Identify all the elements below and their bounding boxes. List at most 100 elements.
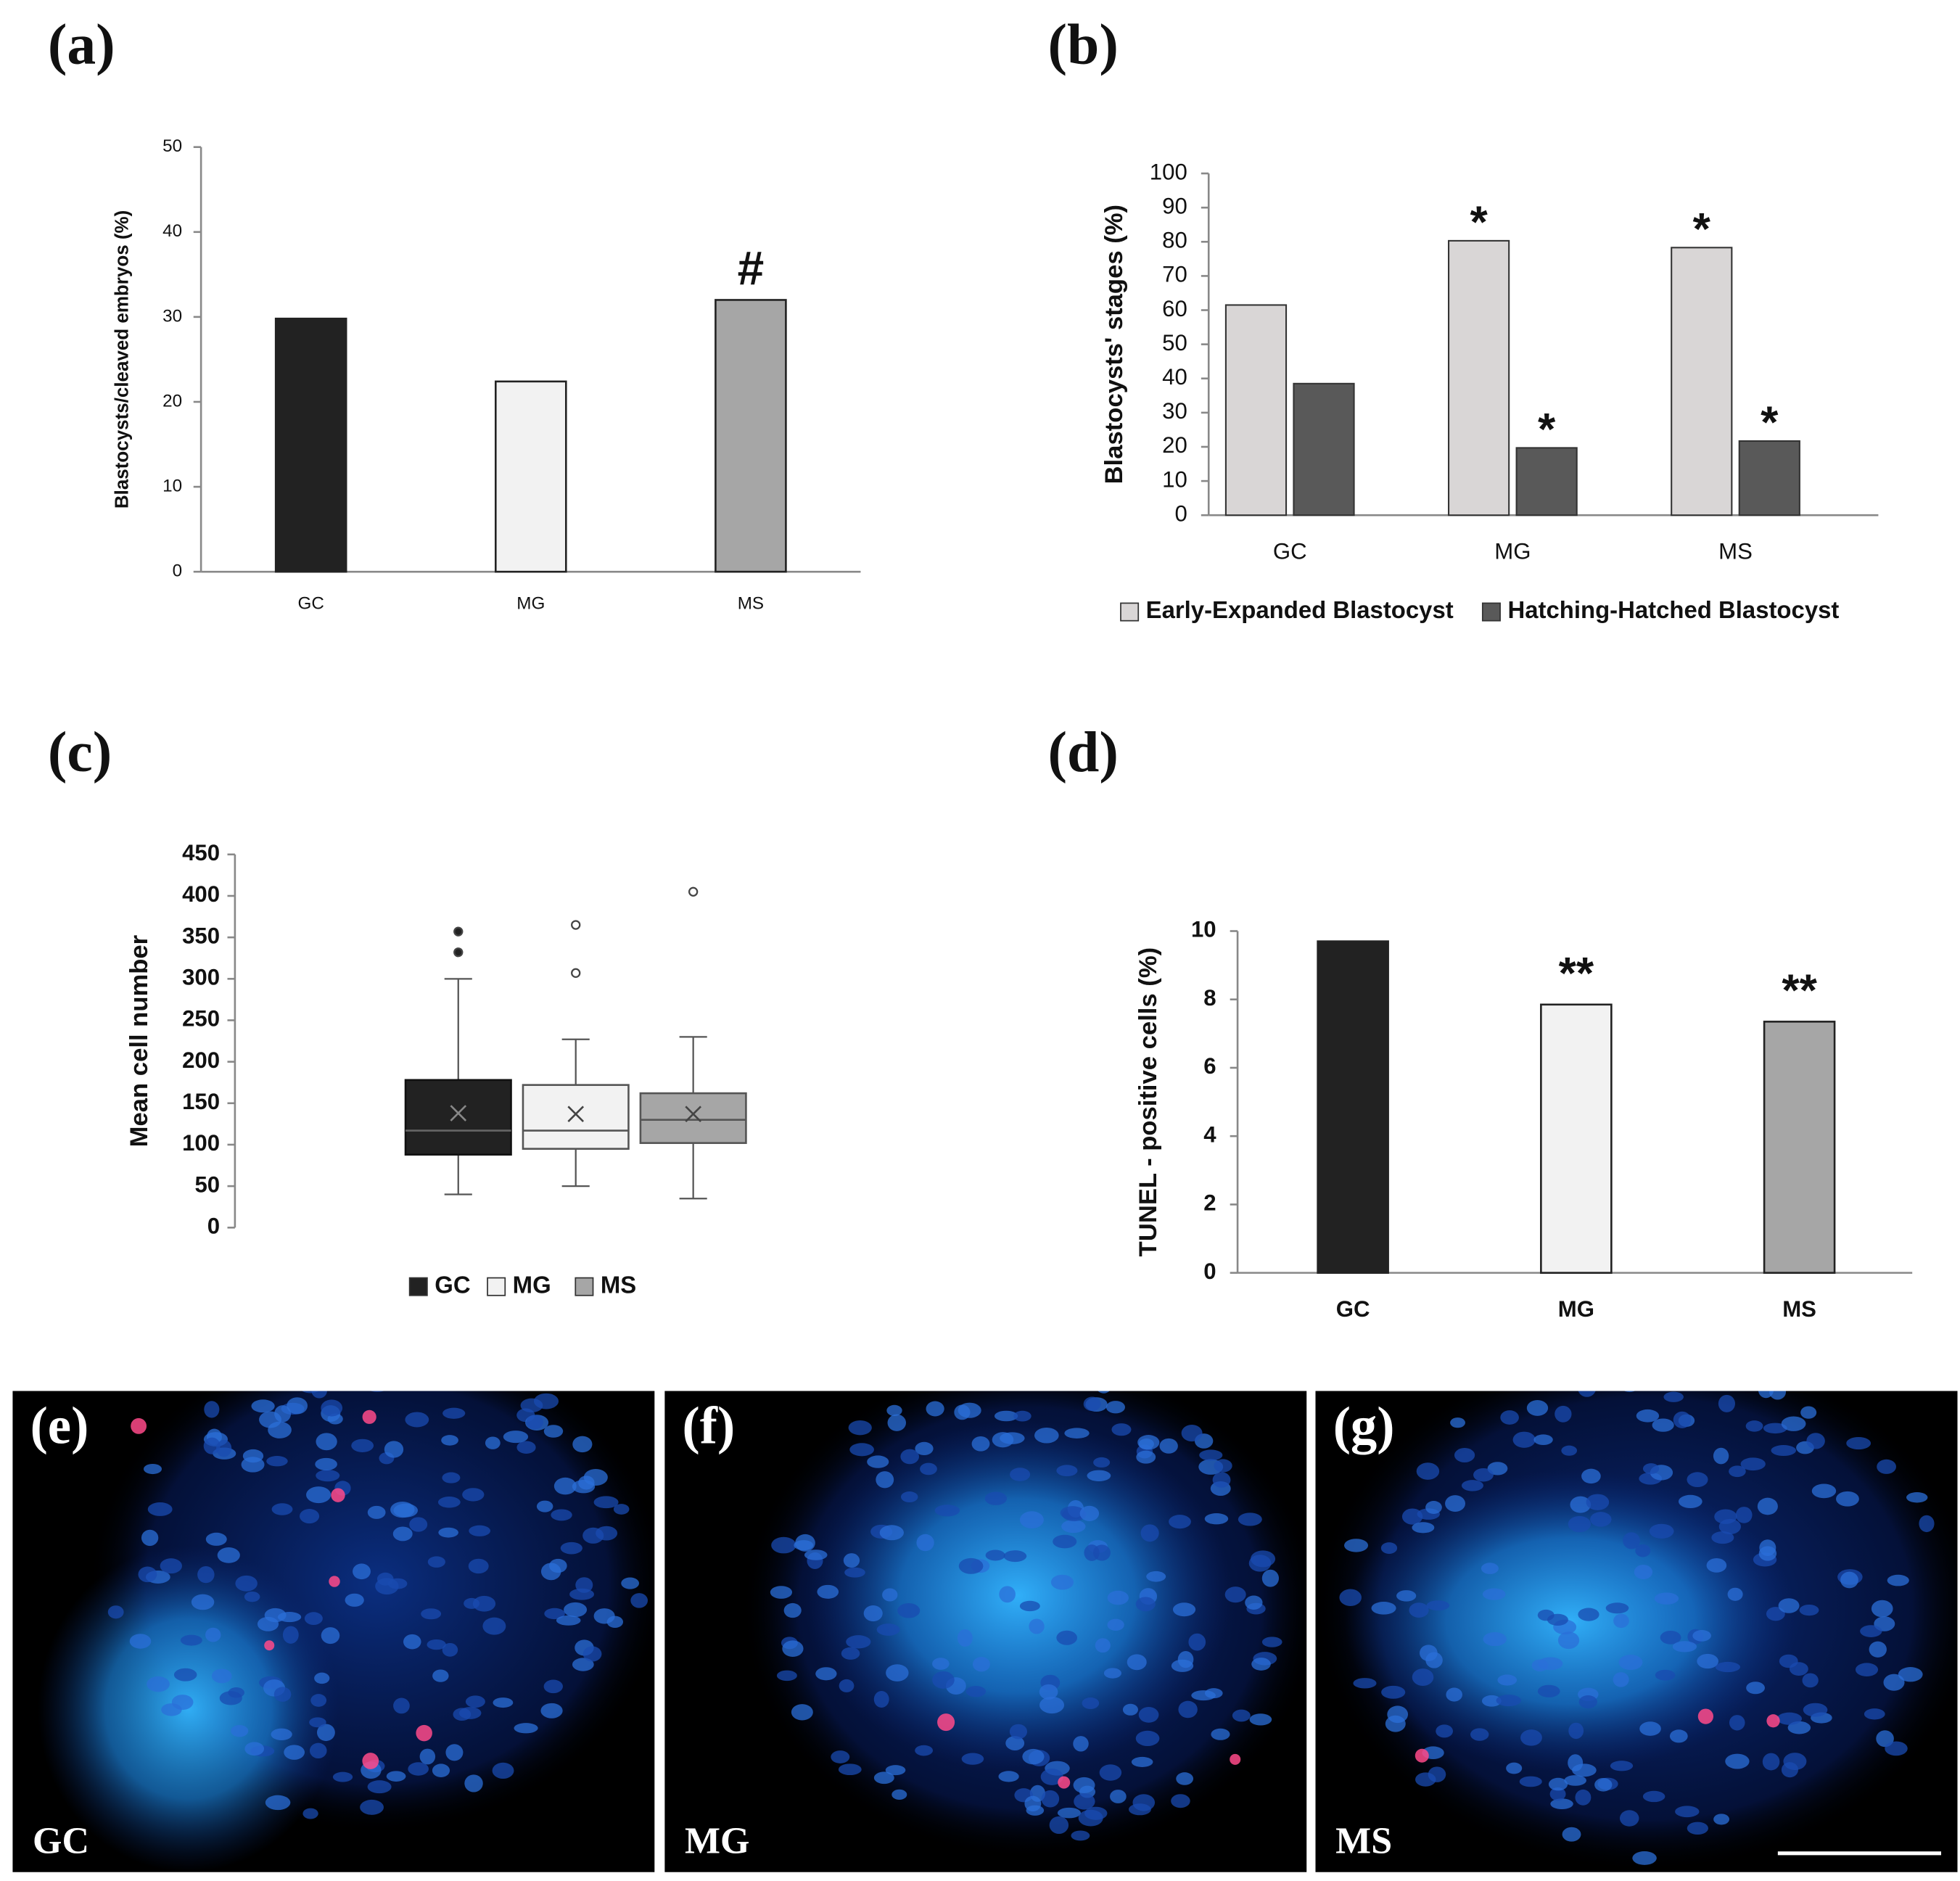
- nucleus: [1176, 1772, 1194, 1785]
- panel-label: (a): [48, 13, 115, 77]
- nucleus: [1483, 1631, 1507, 1647]
- nucleus: [1024, 1795, 1042, 1812]
- nucleus: [129, 1634, 152, 1649]
- nucleus: [1095, 1638, 1111, 1653]
- nucleus: [1461, 1480, 1483, 1491]
- nucleus: [1803, 1703, 1828, 1717]
- nucleus: [138, 1566, 157, 1583]
- nucleus: [1549, 1787, 1566, 1801]
- nucleus: [1353, 1678, 1377, 1689]
- y-tick-label: 80: [1162, 228, 1187, 253]
- nucleus: [1013, 1410, 1032, 1422]
- nucleus: [316, 1724, 335, 1742]
- nucleus: [771, 1536, 796, 1554]
- nucleus: [266, 1456, 288, 1467]
- nucleus: [265, 1795, 291, 1811]
- nucleus: [295, 1348, 318, 1363]
- nucleus: [367, 1780, 392, 1794]
- nucleus: [783, 1602, 802, 1618]
- outlier: [571, 968, 581, 978]
- nucleus: [1568, 1722, 1584, 1740]
- nucleus: [886, 1404, 902, 1417]
- nucleus: [302, 1808, 318, 1819]
- nucleus: [1578, 1391, 1596, 1397]
- nucleus: [593, 1496, 619, 1509]
- legend-swatch: [575, 1277, 594, 1296]
- nucleus: [438, 1527, 458, 1538]
- nucleus: [564, 1602, 588, 1618]
- nucleus: [1339, 1589, 1362, 1606]
- nucleus: [445, 1744, 464, 1761]
- nucleus: [1137, 1435, 1160, 1450]
- nucleus: [1871, 1600, 1893, 1618]
- apoptotic-cell: [1697, 1708, 1714, 1724]
- nucleus: [310, 1349, 330, 1363]
- mean-marker: [685, 1106, 701, 1122]
- nucleus: [310, 1694, 327, 1707]
- nucleus: [540, 1703, 563, 1719]
- nucleus: [1050, 1574, 1074, 1590]
- nucleus: [408, 1762, 429, 1776]
- y-tick-label: 10: [162, 476, 182, 495]
- nucleus: [1533, 1434, 1553, 1446]
- nucleus: [284, 1745, 305, 1760]
- nucleus: [1005, 1736, 1025, 1750]
- nucleus: [370, 1391, 384, 1392]
- nucleus: [147, 1502, 173, 1516]
- nucleus: [1547, 1613, 1568, 1626]
- nucleus: [308, 1372, 323, 1383]
- nucleus: [867, 1455, 889, 1468]
- nucleus: [1512, 1431, 1536, 1448]
- nucleus: [1107, 1590, 1129, 1605]
- nucleus: [1869, 1641, 1887, 1658]
- nucleus: [999, 1586, 1016, 1603]
- nucleus: [1898, 1667, 1923, 1682]
- nucleus: [321, 1399, 343, 1417]
- annotation: *: [1761, 398, 1779, 448]
- nucleus: [204, 1401, 220, 1418]
- nucleus: [427, 1639, 446, 1650]
- micrograph-group: MS: [1335, 1821, 1392, 1862]
- nucleus: [1642, 1790, 1665, 1803]
- nucleus: [1426, 1600, 1450, 1611]
- apoptotic-cell: [362, 1409, 376, 1424]
- y-tick-label: 100: [1150, 159, 1187, 184]
- nucleus: [485, 1436, 501, 1449]
- nucleus: [1401, 1508, 1423, 1525]
- nucleus: [367, 1505, 386, 1519]
- nucleus: [985, 1549, 1005, 1561]
- nucleus: [1757, 1497, 1778, 1515]
- nucleus: [1652, 1418, 1674, 1432]
- nucleus: [1436, 1724, 1454, 1738]
- nucleus: [1615, 1371, 1634, 1384]
- y-tick-label: 100: [182, 1130, 220, 1156]
- nucleus: [1146, 1571, 1166, 1582]
- nucleus: [1713, 1447, 1729, 1465]
- nucleus: [432, 1763, 450, 1778]
- nucleus: [1248, 1555, 1272, 1572]
- nucleus: [393, 1697, 410, 1714]
- nucleus: [345, 1593, 364, 1607]
- nucleus: [281, 1365, 297, 1377]
- nucleus: [231, 1724, 249, 1737]
- bar: [494, 380, 567, 573]
- nucleus: [1771, 1445, 1797, 1457]
- legend-label: Early-Expanded Blastocyst: [1146, 596, 1454, 623]
- nucleus: [1381, 1685, 1406, 1699]
- nucleus: [1619, 1810, 1639, 1827]
- x-tick-label: GC: [1336, 1296, 1370, 1322]
- nucleus: [1506, 1762, 1523, 1774]
- nucleus: [873, 1690, 889, 1708]
- mean-marker: [450, 1105, 467, 1121]
- annotation: *: [1470, 198, 1488, 248]
- nucleus: [205, 1532, 227, 1546]
- y-tick-label: 90: [1162, 193, 1187, 218]
- nucleus: [549, 1558, 567, 1573]
- nucleus: [1061, 1520, 1086, 1534]
- nucleus: [1564, 1775, 1586, 1786]
- nucleus: [1181, 1425, 1203, 1442]
- nucleus: [306, 1486, 332, 1504]
- nucleus: [897, 1603, 921, 1618]
- nucleus: [309, 1742, 327, 1759]
- nucleus: [972, 1656, 990, 1672]
